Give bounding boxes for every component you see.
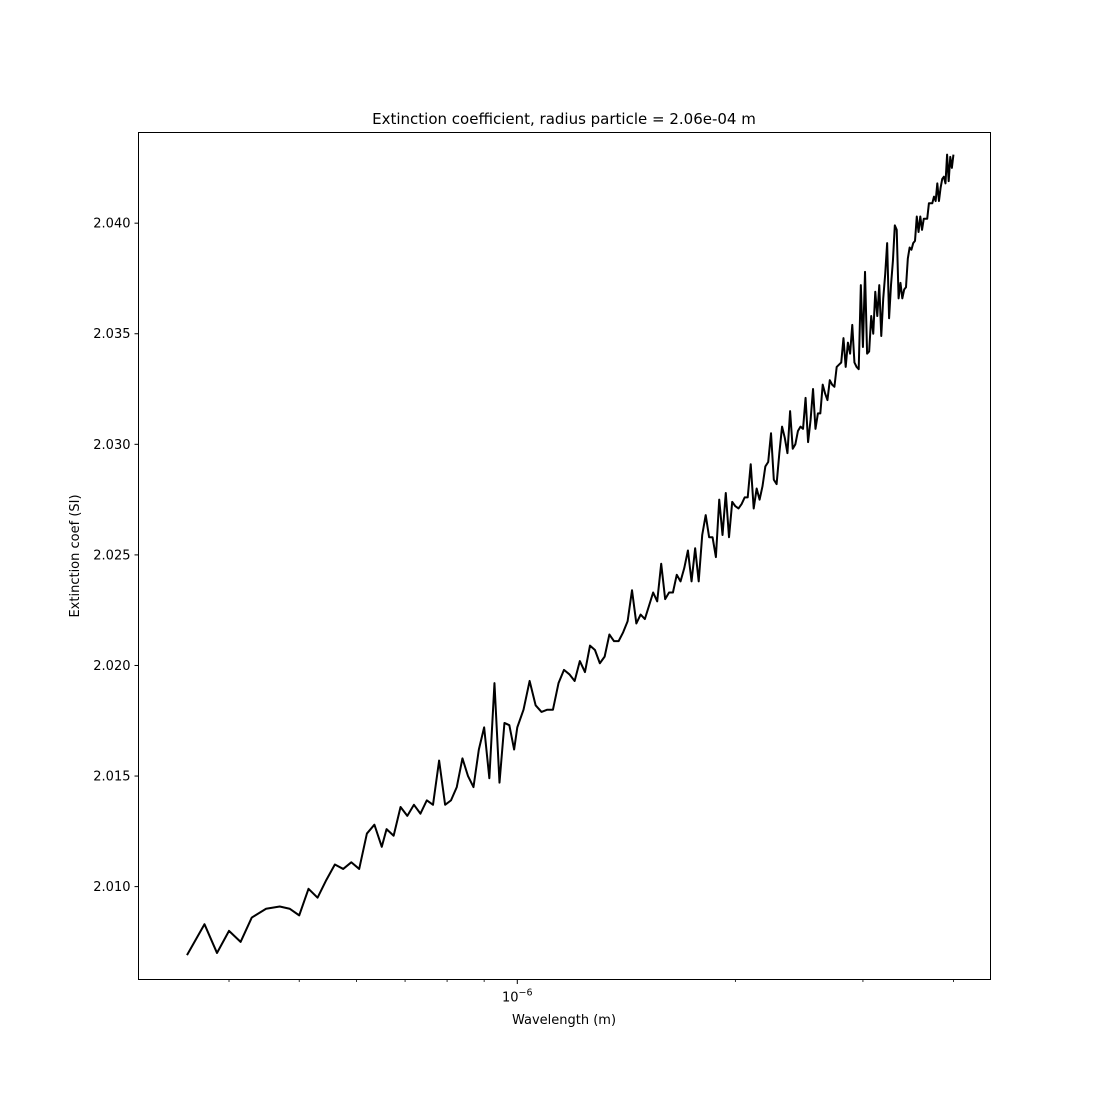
y-tick-label: 2.035 <box>93 327 130 342</box>
y-tick-label: 2.040 <box>93 217 130 232</box>
axes-frame <box>138 132 991 980</box>
y-tick-label: 2.030 <box>93 438 130 453</box>
y-tick-label: 2.025 <box>93 548 130 563</box>
y-tick-label: 2.015 <box>93 770 130 785</box>
plot-area: 2.010 2.015 2.020 2.025 2.030 2.035 2.040 10−6 <box>93 153 955 1006</box>
series-line <box>186 153 955 956</box>
y-axis-label: Extinction coef (SI) <box>68 494 83 617</box>
x-tick-label: 10−6 <box>502 988 533 1006</box>
x-axis-label: Wavelength (m) <box>512 1013 616 1028</box>
y-tick-label: 2.020 <box>93 659 130 674</box>
chart-title: Extinction coefficient, radius particle … <box>372 110 756 128</box>
y-tick-label: 2.010 <box>93 880 130 895</box>
